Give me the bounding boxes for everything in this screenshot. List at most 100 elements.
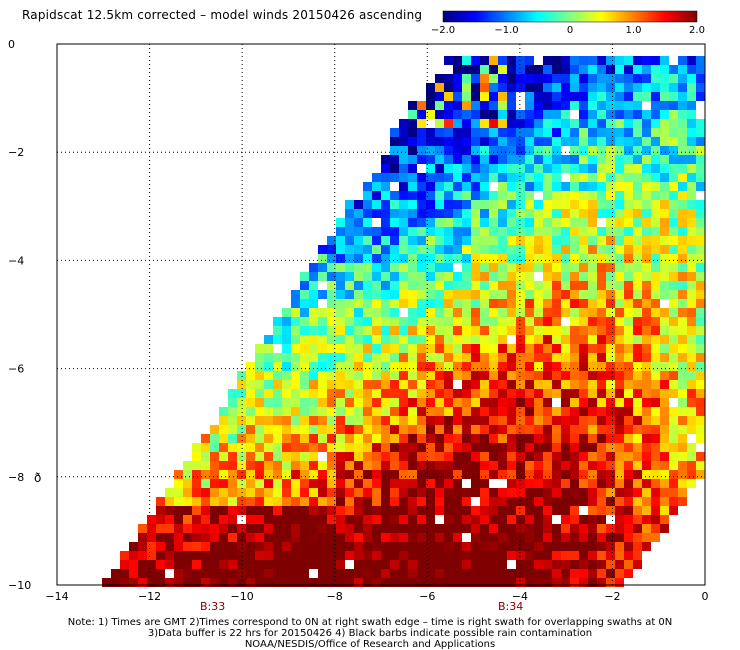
swath-cell (417, 182, 426, 191)
swath-cell (426, 380, 435, 389)
swath-cell (210, 551, 219, 560)
swath-cell (687, 272, 696, 281)
swath-cell (615, 344, 624, 353)
swath-cell (399, 389, 408, 398)
swath-cell (633, 110, 642, 119)
swath-cell (336, 479, 345, 488)
swath-cell (543, 308, 552, 317)
swath-cell (462, 272, 471, 281)
swath-cell (624, 218, 633, 227)
swath-cell (453, 560, 462, 569)
swath-cell (678, 155, 687, 164)
swath-cell (381, 569, 390, 578)
swath-cell (399, 245, 408, 254)
swath-cell (543, 164, 552, 173)
swath-cell (471, 389, 480, 398)
swath-cell (579, 434, 588, 443)
swath-cell (597, 380, 606, 389)
swath-cell (345, 308, 354, 317)
swath-cell (642, 74, 651, 83)
swath-cell (156, 533, 165, 542)
swath-cell (624, 245, 633, 254)
swath-cell (300, 515, 309, 524)
swath-cell (660, 236, 669, 245)
swath-cell (615, 434, 624, 443)
swath-cell (264, 551, 273, 560)
swath-cell (498, 263, 507, 272)
swath-cell (219, 515, 228, 524)
swath-cell (300, 398, 309, 407)
swath-cell (318, 326, 327, 335)
swath-cell (642, 65, 651, 74)
swath-cell (192, 470, 201, 479)
swath-cell (669, 497, 678, 506)
swath-cell (408, 272, 417, 281)
swath-cell (417, 344, 426, 353)
swath-cell (165, 506, 174, 515)
swath-cell (633, 326, 642, 335)
swath-cell (651, 335, 660, 344)
swath-cell (669, 146, 678, 155)
swath-cell (354, 209, 363, 218)
swath-cell (471, 362, 480, 371)
swath-cell (345, 524, 354, 533)
swath-cell (471, 461, 480, 470)
swath-cell (327, 551, 336, 560)
swath-cell (543, 182, 552, 191)
swath-cell (327, 263, 336, 272)
swath-cell (525, 578, 534, 587)
swath-cell (345, 371, 354, 380)
swath-cell (651, 479, 660, 488)
swath-cell (246, 434, 255, 443)
swath-cell (633, 380, 642, 389)
swath-cell (696, 326, 705, 335)
swath-cell (462, 290, 471, 299)
swath-cell (696, 128, 705, 137)
swath-cell (273, 488, 282, 497)
swath-cell (399, 380, 408, 389)
swath-cell (462, 155, 471, 164)
swath-cell (399, 191, 408, 200)
swath-cell (219, 425, 228, 434)
swath-cell (480, 146, 489, 155)
swath-cell (363, 200, 372, 209)
swath-cell (300, 425, 309, 434)
swath-cell (174, 497, 183, 506)
swath-cell (525, 515, 534, 524)
swath-cell (561, 263, 570, 272)
swath-cell (570, 254, 579, 263)
swath-cell (498, 290, 507, 299)
swath-cell (597, 146, 606, 155)
swath-cell (228, 461, 237, 470)
swath-cell (255, 434, 264, 443)
swath-cell (660, 218, 669, 227)
swath-cell (444, 227, 453, 236)
swath-cell (309, 497, 318, 506)
swath-cell (669, 389, 678, 398)
swath-cell (489, 299, 498, 308)
swath-cell (669, 443, 678, 452)
swath-cell (435, 371, 444, 380)
swath-cell (417, 146, 426, 155)
swath-cell (498, 461, 507, 470)
swath-cell (525, 560, 534, 569)
swath-cell (489, 578, 498, 587)
swath-cell (264, 506, 273, 515)
swath-cell (291, 425, 300, 434)
swath-cell (624, 128, 633, 137)
swath-cell (345, 254, 354, 263)
swath-cell (507, 299, 516, 308)
swath-cell (255, 416, 264, 425)
swath-cell (678, 443, 687, 452)
swath-cell (507, 434, 516, 443)
swath-cell (354, 263, 363, 272)
swath-cell (219, 506, 228, 515)
swath-cell (687, 56, 696, 65)
swath-cell (516, 389, 525, 398)
swath-cell (255, 389, 264, 398)
swath-cell (696, 299, 705, 308)
swath-cell (570, 308, 579, 317)
swath-cell (291, 578, 300, 587)
swath-cell (696, 470, 705, 479)
swath-cell (516, 146, 525, 155)
